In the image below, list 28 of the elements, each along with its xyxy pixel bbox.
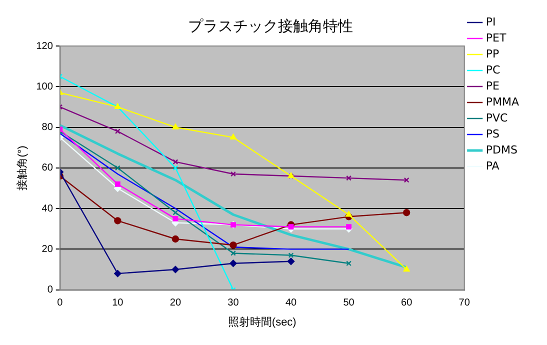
x-tick-label: 20: [170, 298, 182, 309]
x-tick-label: 70: [458, 298, 470, 309]
x-tick-label: 60: [401, 298, 413, 309]
y-tick-label: 80: [42, 122, 54, 134]
y-tick-label: 20: [42, 244, 54, 255]
legend-label: PI: [486, 15, 496, 28]
y-axis-title: 接触角(°): [16, 146, 29, 190]
y-tick-label: 60: [42, 162, 54, 174]
legend-label: PDMS: [486, 143, 518, 156]
y-tick-label: 40: [42, 203, 54, 214]
legend-label: PS: [486, 127, 500, 140]
legend-label: PC: [486, 63, 500, 76]
chart-title: プラスチック接触角特性: [188, 16, 353, 35]
x-tick-label: 30: [228, 298, 240, 309]
x-tick-label: 10: [112, 298, 124, 309]
legend-label: PE: [486, 79, 500, 92]
legend-label: PMMA: [486, 95, 520, 108]
x-tick-label: 0: [57, 298, 64, 309]
legend-label: PP: [486, 47, 500, 60]
y-tick-label: 100: [36, 81, 54, 92]
x-tick-label: 50: [343, 298, 355, 309]
y-tick-label: 0: [47, 284, 54, 296]
x-tick-label: 40: [285, 298, 298, 309]
y-tick-label: 120: [36, 40, 54, 52]
legend-label: PVC: [486, 111, 508, 124]
legend-label: PA: [486, 159, 500, 172]
legend-label: PET: [486, 31, 506, 44]
x-axis-title: 照射時間(sec): [228, 315, 296, 328]
